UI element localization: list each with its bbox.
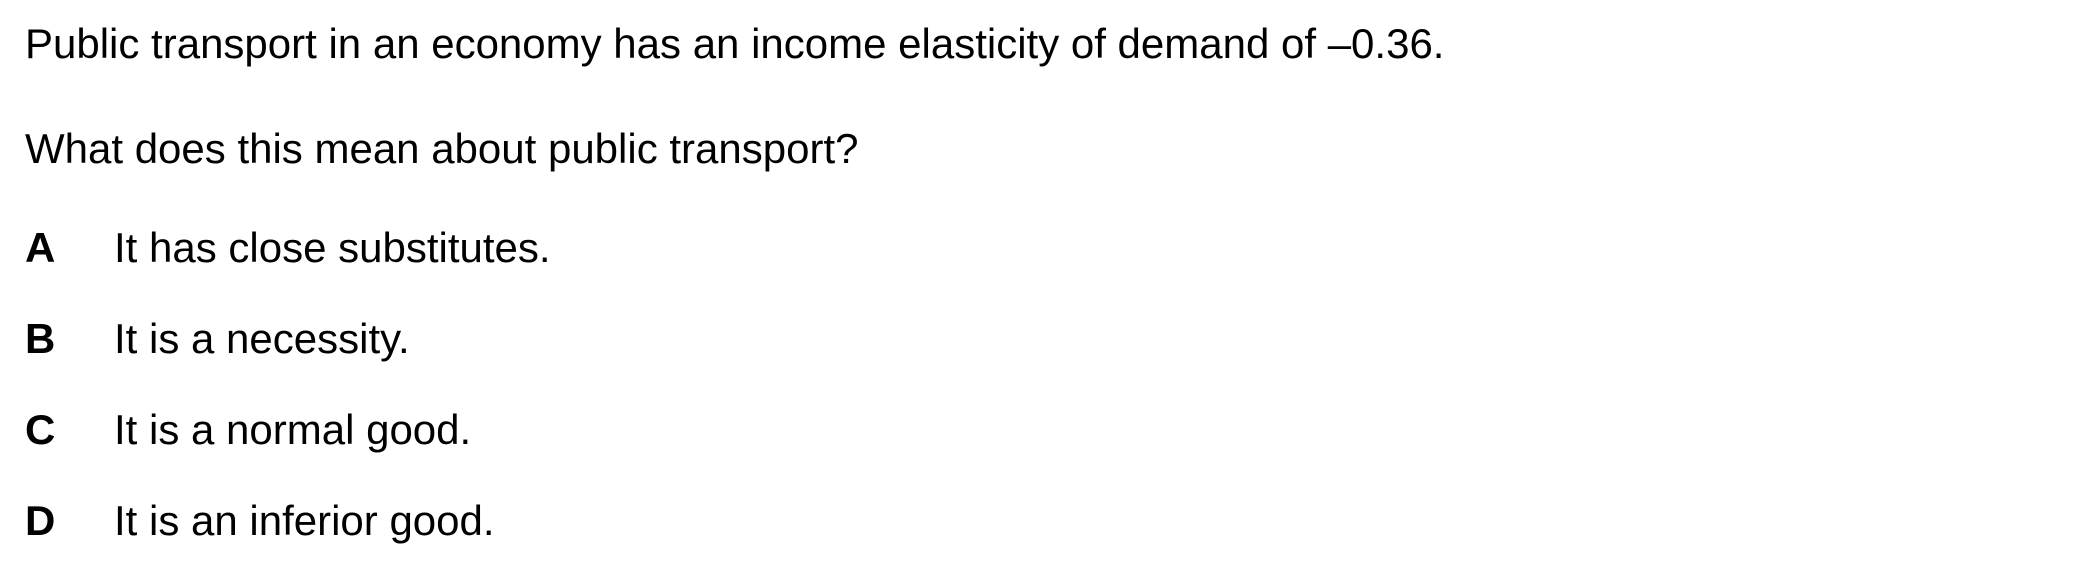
- option-b-letter: B: [25, 315, 56, 362]
- option-a-text: It has close substitutes.: [114, 224, 551, 271]
- option-c-text: It is a normal good.: [114, 406, 472, 453]
- question-stem: Public transport in an economy has an in…: [25, 20, 1445, 67]
- option-b-text: It is a necessity.: [114, 315, 410, 362]
- question-prompt: What does this mean about public transpo…: [25, 125, 859, 172]
- option-a-letter: A: [25, 224, 56, 271]
- option-c-letter: C: [25, 406, 56, 453]
- option-d-letter: D: [25, 497, 56, 544]
- option-d-text: It is an inferior good.: [114, 497, 495, 544]
